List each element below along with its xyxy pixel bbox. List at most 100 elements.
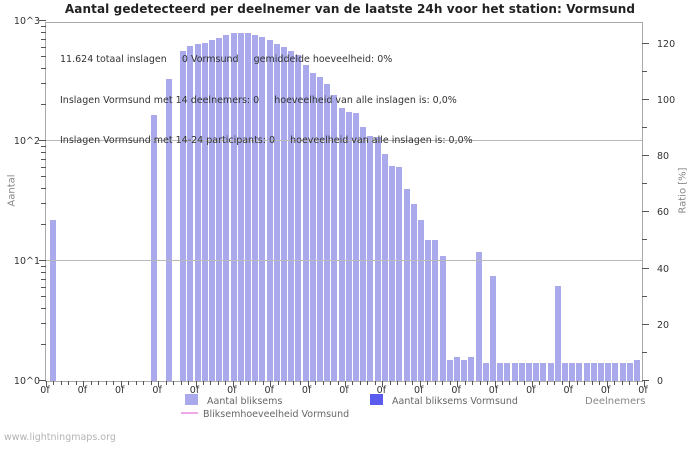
x-tick <box>173 381 175 385</box>
bar <box>432 239 439 381</box>
x-tick <box>569 381 571 387</box>
x-tick <box>158 381 160 387</box>
bar <box>345 111 352 381</box>
legend-item-bliksemhoeveelheid-vormsund[interactable]: Bliksemhoeveelheid Vormsund <box>181 409 349 420</box>
bar <box>381 153 388 381</box>
bar <box>475 251 482 381</box>
bar <box>208 40 215 381</box>
x-tick <box>621 381 623 385</box>
y2-tick <box>642 155 649 156</box>
bar-series-aantal-bliksems <box>46 23 642 381</box>
y2-tick <box>642 211 649 213</box>
x-axis-label: 0f <box>488 385 499 396</box>
y2-axis-label: 0 <box>657 376 664 387</box>
y2-tick <box>642 42 649 44</box>
y-minor-tick <box>41 82 46 84</box>
bar <box>367 136 374 381</box>
bar <box>547 363 554 381</box>
x-tick <box>150 381 152 385</box>
bar <box>576 363 583 381</box>
x-tick <box>53 381 55 385</box>
x-tick <box>270 381 272 387</box>
bar <box>583 363 590 381</box>
bar <box>216 38 223 381</box>
x-tick <box>210 381 212 385</box>
x-tick <box>135 381 137 385</box>
x-tick <box>434 381 436 385</box>
legend-swatch-icon <box>370 394 383 405</box>
bar <box>281 46 288 381</box>
x-tick <box>389 381 391 385</box>
x-tick <box>584 381 586 385</box>
bar <box>634 359 641 381</box>
y-minor-tick <box>41 202 46 204</box>
y2-tick <box>642 239 647 241</box>
bar <box>259 36 266 381</box>
legend-item-aantal-bliksems[interactable]: Aantal bliksems <box>185 394 282 407</box>
x-tick <box>464 381 466 385</box>
legend-item-aantal-bliksems-vormsund[interactable]: Aantal bliksems Vormsund <box>370 394 518 407</box>
x-axis-label: 0f <box>563 385 573 396</box>
x-tick <box>68 381 70 385</box>
y2-axis-title: Ratio [%] <box>677 167 689 214</box>
y-minor-tick <box>41 67 46 69</box>
bar <box>331 95 338 381</box>
x-tick <box>539 381 541 385</box>
x-tick <box>202 381 204 385</box>
x-tick <box>404 381 406 385</box>
x-tick <box>629 381 631 385</box>
y-minor-tick <box>41 158 46 160</box>
bar <box>626 363 633 381</box>
y-minor-tick <box>41 145 46 147</box>
y2-axis-label: 80 <box>657 151 670 162</box>
x-tick <box>457 381 459 387</box>
x-tick <box>120 381 122 387</box>
bar <box>619 363 626 381</box>
x-tick <box>113 381 115 385</box>
bar <box>252 34 259 381</box>
x-tick <box>554 381 556 385</box>
y-minor-tick <box>41 187 46 189</box>
bar <box>497 363 504 381</box>
x-tick <box>516 381 518 385</box>
x-tick <box>614 381 616 385</box>
x-axis-label: 0f <box>40 385 50 396</box>
legend: Aantal bliksems Aantal bliksems Vormsund… <box>0 391 700 421</box>
bar <box>468 356 475 381</box>
x-tick <box>277 381 279 385</box>
gridline <box>46 260 642 261</box>
x-axis-label: 0f <box>451 385 461 396</box>
bar <box>360 127 367 381</box>
x-tick <box>599 381 601 385</box>
x-tick <box>240 381 242 385</box>
x-axis-label: 0f <box>264 385 274 396</box>
y-minor-tick <box>41 322 46 324</box>
y2-axis-label: 60 <box>657 207 670 219</box>
bar <box>453 356 460 381</box>
x-tick <box>255 381 257 385</box>
x-tick <box>479 381 481 385</box>
x-axis-label: 0f <box>414 385 424 396</box>
bar <box>396 166 403 381</box>
x-tick <box>90 381 92 385</box>
legend-line-icon <box>181 412 198 414</box>
bar <box>374 137 381 381</box>
x-tick <box>262 381 264 385</box>
x-axis-label: 0f <box>376 385 387 396</box>
bar <box>605 363 612 381</box>
y-minor-tick <box>41 265 46 267</box>
bar <box>439 256 446 381</box>
bar <box>403 188 410 381</box>
x-tick <box>46 381 47 387</box>
x-tick <box>606 381 608 387</box>
y-minor-tick <box>41 25 46 27</box>
y2-tick <box>642 351 647 353</box>
x-tick <box>397 381 399 385</box>
legend-label: Aantal bliksems Vormsund <box>392 396 518 407</box>
bar <box>425 239 432 381</box>
watermark: www.lightningmaps.org <box>4 432 116 443</box>
bar <box>151 114 158 381</box>
x-tick <box>576 381 578 385</box>
x-tick <box>427 381 429 385</box>
y-axis-title: Aantal <box>6 174 18 207</box>
